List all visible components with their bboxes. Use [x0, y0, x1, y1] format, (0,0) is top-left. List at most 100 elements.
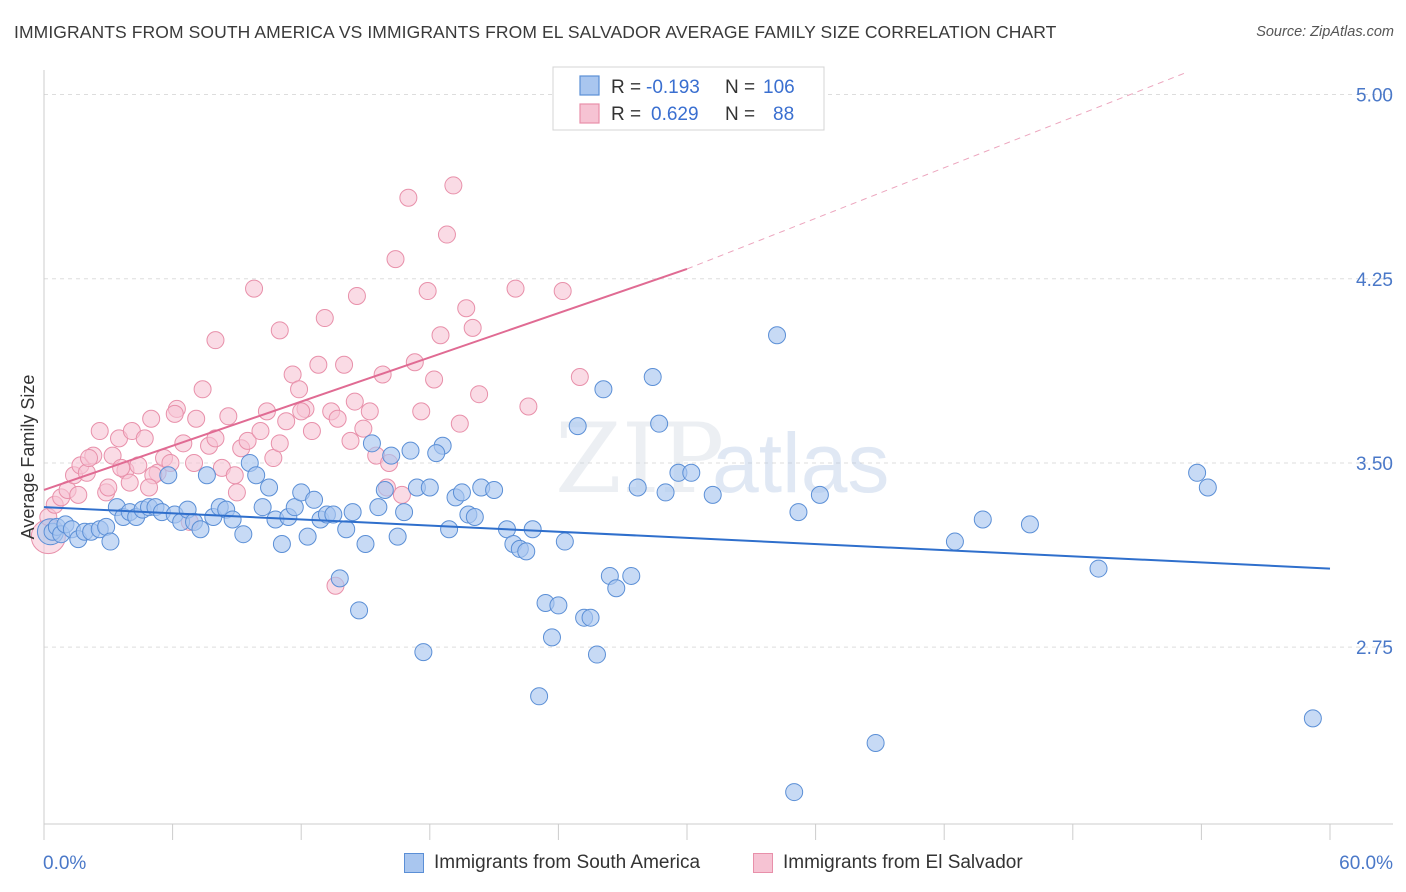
blue-point [789, 503, 808, 522]
chart-source: Source: ZipAtlas.com [1256, 24, 1394, 40]
pink-point [277, 412, 296, 431]
y-tick-label: 3.50 [1356, 454, 1393, 475]
blue-point [272, 535, 291, 554]
pink-point [193, 380, 212, 399]
pink-point [315, 309, 334, 328]
legend-n-value-pink: 88 [773, 104, 794, 125]
blue-point [298, 527, 317, 546]
y-tick-labels: 2.75 3.50 4.25 5.00 [1356, 86, 1393, 660]
blue-point [414, 643, 433, 662]
legend-r-label-blue: R = [611, 77, 641, 98]
pink-point [80, 449, 99, 468]
gridlines [44, 94, 1393, 648]
pink-point [90, 422, 109, 441]
blue-point [191, 520, 210, 539]
blue-point [305, 490, 324, 509]
pink-point [302, 422, 321, 441]
pink-point [238, 431, 257, 450]
pink-point [270, 434, 289, 453]
pink-point [450, 414, 469, 433]
trend-line-south-america [43, 506, 1331, 570]
blue-point [388, 527, 407, 546]
pink-point [463, 318, 482, 337]
blue-point [581, 608, 600, 627]
legend-label-el-salvador: Immigrants from El Salvador [783, 852, 1023, 873]
pink-point [140, 478, 159, 497]
pink-point [165, 404, 184, 423]
blue-point [682, 463, 701, 482]
blue-point [401, 441, 420, 460]
y-tick-label: 4.25 [1356, 270, 1393, 291]
legend-swatch-blue [579, 75, 600, 96]
blue-point [517, 542, 536, 561]
blue-point [234, 525, 253, 544]
pink-point [360, 402, 379, 421]
pink-point [431, 326, 450, 345]
blue-point [555, 532, 574, 551]
pink-point [135, 429, 154, 448]
pink-point [392, 485, 411, 504]
blue-point [594, 380, 613, 399]
blue-point [223, 510, 242, 529]
watermark: ZIP atlas [555, 403, 889, 515]
blue-point [1089, 559, 1108, 578]
pink-point [174, 434, 193, 453]
y-tick-label: 5.00 [1356, 86, 1393, 107]
blue-point [587, 645, 606, 664]
blue-point [785, 783, 804, 802]
blue-point [1020, 515, 1039, 534]
pink-point [328, 409, 347, 428]
blue-point [369, 498, 388, 517]
blue-point [549, 596, 568, 615]
blue-point [768, 326, 787, 345]
legend-swatch-south-america [404, 853, 424, 873]
legend-n-value-blue: 106 [763, 77, 795, 98]
pink-point [354, 419, 373, 438]
watermark-atlas: atlas [712, 416, 889, 510]
axes [43, 70, 1393, 840]
legend-r-value-blue: -0.193 [646, 77, 700, 98]
pink-point [553, 282, 572, 301]
legend-n-label-pink: N = [725, 104, 755, 125]
pink-point [112, 458, 131, 477]
pink-point [206, 331, 225, 350]
pink-point [412, 402, 431, 421]
pink-point [292, 402, 311, 421]
legend-r-label-pink: R = [611, 104, 641, 125]
pink-point [69, 485, 88, 504]
pink-point [225, 466, 244, 485]
blue-point [866, 733, 885, 752]
pink-point [570, 368, 589, 387]
legend-label-south-america: Immigrants from South America [434, 852, 701, 873]
blue-point [622, 566, 641, 585]
legend-swatch-el-salvador [753, 853, 773, 873]
pink-point [99, 478, 118, 497]
blue-point [197, 466, 216, 485]
pink-point [425, 370, 444, 389]
blue-point [395, 503, 414, 522]
blue-point [703, 485, 722, 504]
blue-point [656, 483, 675, 502]
blue-point [382, 446, 401, 465]
blue-point [643, 368, 662, 387]
blue-point [607, 579, 626, 598]
pink-point [185, 453, 204, 472]
blue-point [810, 485, 829, 504]
pink-point [142, 409, 161, 428]
legend-n-label-blue: N = [725, 77, 755, 98]
chart-title: IMMIGRANTS FROM SOUTH AMERICA VS IMMIGRA… [14, 22, 1057, 42]
pink-point [437, 225, 456, 244]
pink-point [270, 321, 289, 340]
legend-item-el-salvador: Immigrants from El Salvador [753, 852, 1023, 874]
stats-legend: R = -0.193 N = 106 R = 0.629 N = 88 [552, 66, 825, 131]
blue-point [337, 520, 356, 539]
legend-swatch-pink [579, 103, 600, 124]
legend-r-value-pink: 0.629 [651, 104, 699, 125]
pink-point [470, 385, 489, 404]
blue-point [465, 507, 484, 526]
blue-point [1188, 463, 1207, 482]
trend-line-el-salvador-projection [686, 71, 1187, 270]
blue-point [440, 520, 459, 539]
trend-line-el-salvador [43, 267, 688, 491]
